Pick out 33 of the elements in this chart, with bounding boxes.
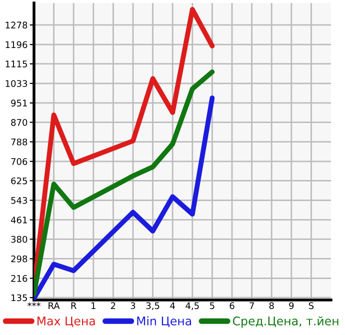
y-tick-label: 1278 [6, 22, 28, 29]
y-tick-label: 298 [11, 255, 28, 262]
y-tick-label: 216 [11, 275, 28, 282]
x-tick-label: 3,5 [146, 302, 160, 310]
legend-label: Max Цена [38, 316, 95, 328]
y-tick-label: 625 [11, 177, 27, 184]
y-tick-label: 788 [11, 138, 28, 146]
x-tick-label: S [308, 302, 314, 310]
x-tick-label: 3 [130, 302, 136, 310]
y-tick-label: 951 [11, 100, 27, 107]
y-tick-label: 1115 [6, 60, 27, 68]
x-tick-label: *** [28, 302, 40, 306]
x-tick-label: 4,5 [186, 302, 199, 310]
x-tick-label: 1 [92, 302, 96, 309]
legend-label: Сред.Цена, т.йен [232, 316, 338, 328]
x-tick-label: 6 [230, 302, 234, 310]
y-tick-label: 543 [11, 197, 28, 204]
x-tick-label: 7 [250, 302, 254, 309]
x-tick-label: 9 [289, 302, 294, 310]
x-tick-label: 8 [269, 302, 274, 310]
x-tick-label: 4 [170, 302, 175, 309]
legend-label: Min Цена [137, 316, 192, 328]
x-tick-label: 5 [210, 302, 214, 310]
y-tick-label: 380 [11, 236, 28, 243]
y-tick-label: 1033 [6, 80, 28, 87]
x-tick-label: RA [48, 302, 60, 309]
y-tick-label: 135 [12, 294, 27, 302]
y-tick-label: 870 [11, 119, 28, 126]
y-tick-label: 706 [11, 158, 28, 165]
x-tick-label: 2 [110, 302, 116, 309]
x-tick-label: R [71, 302, 76, 309]
y-tick-label: 1196 [6, 41, 28, 48]
y-tick-label: 461 [10, 216, 27, 224]
